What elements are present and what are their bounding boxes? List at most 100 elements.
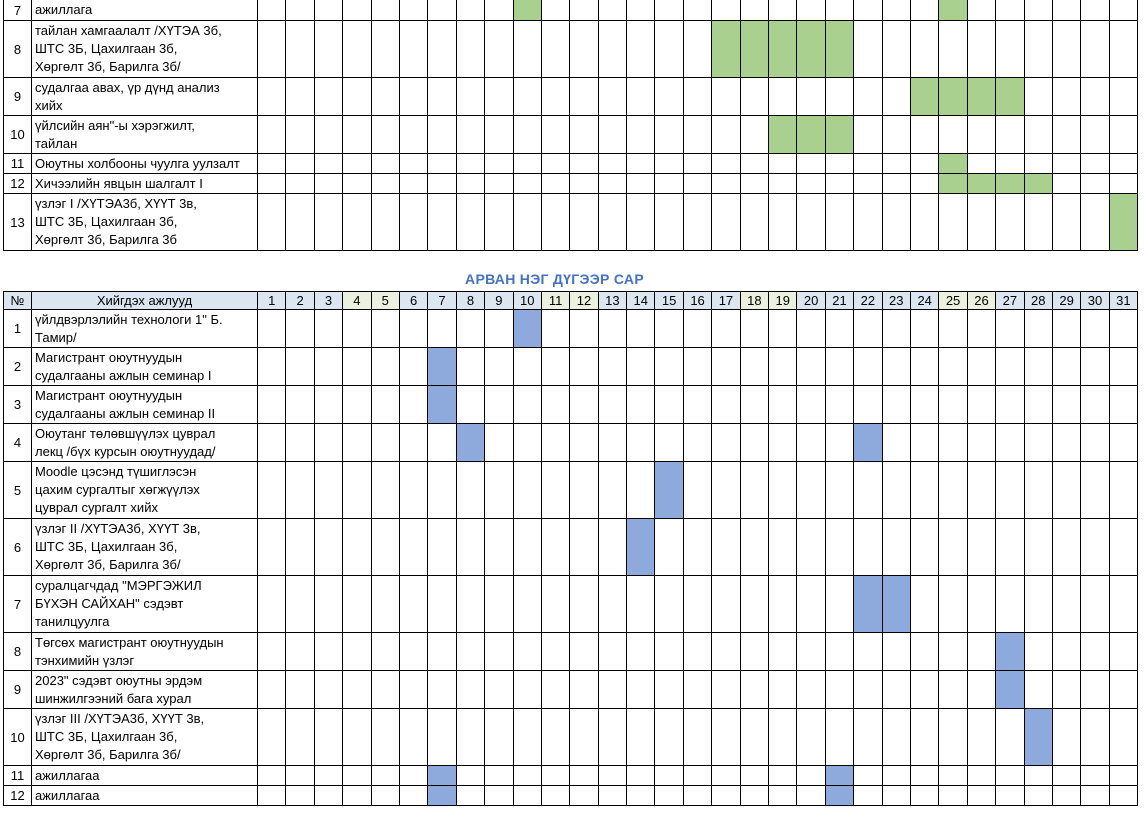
scheduled-day-bar	[427, 347, 457, 386]
day-cell	[540, 575, 571, 633]
scheduled-day-bar	[966, 173, 997, 194]
day-cell	[455, 708, 486, 766]
day-cell	[682, 632, 713, 671]
day-cell	[711, 575, 741, 633]
day-cell	[682, 115, 713, 154]
day-cell	[540, 193, 571, 251]
row-number: 3	[3, 385, 32, 424]
day-cell	[966, 193, 997, 251]
day-cell	[995, 385, 1025, 424]
task-line: Moodle цэсэнд түшиглэсэн	[35, 464, 197, 479]
day-cell	[824, 518, 855, 576]
day-cell	[1080, 785, 1110, 806]
day-cell	[398, 347, 429, 386]
task-cell: үзлэг II /ХҮТЭА3б, ХҮҮТ 3в, ШТС 3Б, Цахил…	[31, 518, 258, 576]
day-cell	[881, 461, 911, 519]
task-line: шинжилгээний бага хурал	[35, 690, 192, 706]
day-cell	[313, 518, 344, 576]
task-line: танилцуулга	[35, 614, 110, 629]
day-cell	[739, 115, 770, 154]
day-cell	[853, 193, 883, 251]
day-cell	[370, 193, 400, 251]
day-cell	[768, 575, 798, 633]
day-cell	[569, 115, 599, 154]
day-cell	[682, 153, 713, 174]
day-cell	[881, 20, 911, 78]
day-cell	[682, 518, 713, 576]
day-cell	[1080, 632, 1110, 671]
day-cell	[711, 708, 741, 766]
day-cell	[1080, 670, 1110, 709]
task-cell: 2023" сэдэвт оюутны эрдэм шинжилгээний ба…	[31, 670, 258, 709]
day-cell	[597, 461, 628, 519]
day-cell	[853, 153, 883, 174]
header-day: 12	[569, 291, 599, 310]
task-line: ШТС 3Б, Цахилгаан 3б,	[35, 539, 178, 554]
day-cell	[342, 20, 372, 78]
day-cell	[342, 423, 372, 462]
day-cell	[824, 0, 855, 21]
day-cell	[1108, 423, 1139, 462]
day-cell	[427, 575, 457, 633]
task-line: БҮХЭН САЙХАН" сэдэвт	[35, 596, 184, 611]
task-line: ШТС 3Б, Цахилгаан 3б,	[35, 41, 178, 56]
day-cell	[881, 785, 911, 806]
scheduled-day-bar	[796, 20, 826, 78]
scheduled-day-bar	[824, 20, 855, 78]
scheduled-day-bar	[427, 385, 457, 424]
day-cell	[654, 0, 684, 21]
day-cell	[256, 518, 287, 576]
day-cell	[768, 193, 798, 251]
day-cell	[853, 461, 883, 519]
day-cell	[768, 461, 798, 519]
day-cell	[909, 309, 940, 348]
day-cell	[285, 765, 315, 786]
header-day: 4	[342, 291, 372, 310]
day-cell	[1080, 423, 1110, 462]
day-cell	[654, 765, 684, 786]
day-cell	[540, 765, 571, 786]
day-cell	[540, 670, 571, 709]
day-cell	[853, 0, 883, 21]
day-cell	[398, 575, 429, 633]
day-cell	[1108, 115, 1139, 154]
day-cell	[540, 461, 571, 519]
day-cell	[370, 518, 400, 576]
day-cell	[1051, 193, 1082, 251]
day-cell	[1108, 77, 1139, 116]
day-cell	[1051, 765, 1082, 786]
header-day: 24	[909, 291, 940, 310]
day-cell	[966, 309, 997, 348]
day-cell	[966, 461, 997, 519]
task-line: үйлсийн аян"-ы хэрэгжилт,	[35, 117, 195, 133]
header-task: Хийгдэх ажлууд	[31, 291, 258, 310]
day-cell	[1023, 309, 1053, 348]
task-cell: Магистрант оюутнуудын судалгааны ажлын се…	[31, 347, 258, 386]
day-cell	[569, 765, 599, 786]
day-cell	[682, 670, 713, 709]
day-cell	[569, 461, 599, 519]
day-cell	[597, 0, 628, 21]
day-cell	[285, 0, 315, 21]
scheduled-day-bar	[909, 77, 940, 116]
day-cell	[597, 20, 628, 78]
day-cell	[966, 575, 997, 633]
task-line: ШТС 3Б, Цахилгаан 3б,	[35, 729, 178, 744]
day-cell	[995, 20, 1025, 78]
day-cell	[626, 0, 656, 21]
day-cell	[768, 423, 798, 462]
scheduled-day-bar	[938, 0, 968, 21]
day-cell	[285, 461, 315, 519]
day-cell	[1051, 461, 1082, 519]
day-cell	[370, 347, 400, 386]
day-cell	[995, 309, 1025, 348]
day-cell	[342, 193, 372, 251]
day-cell	[398, 153, 429, 174]
scheduled-day-bar	[427, 765, 457, 786]
day-cell	[768, 77, 798, 116]
top-task-row: 11 Оюутны холбооны чуулга уулзалт	[3, 153, 1139, 174]
day-cell	[484, 708, 514, 766]
day-cell	[938, 632, 968, 671]
task-line: ШТС 3Б, Цахилгаан 3б,	[35, 214, 178, 229]
day-cell	[1051, 518, 1082, 576]
